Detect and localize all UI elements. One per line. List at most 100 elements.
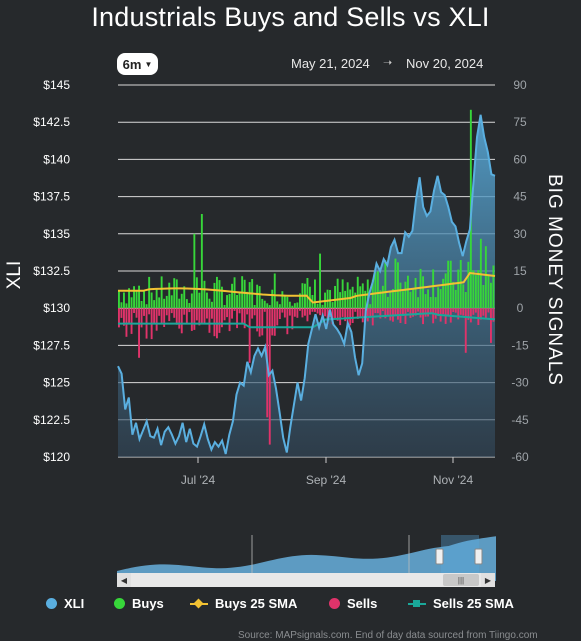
sell-bar [414, 308, 417, 316]
buy-bar [374, 272, 377, 309]
buy-bar [487, 275, 490, 309]
buy-bar [429, 297, 432, 309]
sell-bar [326, 308, 329, 325]
right-tick-label: 30 [513, 227, 527, 241]
sell-bar [180, 308, 183, 334]
buy-bar [376, 271, 379, 309]
buy-bar [118, 291, 120, 309]
legend-item-xli[interactable]: XLI [46, 596, 84, 611]
scroll-left-icon[interactable]: ◀ [117, 573, 131, 587]
x-tick-label: Jul '24 [181, 473, 216, 487]
buy-bar [123, 292, 125, 309]
range-dropdown-button[interactable]: 6m ▼ [117, 53, 158, 75]
sell-bar [268, 308, 271, 445]
buy-bar [170, 295, 173, 309]
buy-bar [354, 292, 357, 309]
sell-bar [490, 308, 492, 343]
buy-bar [457, 269, 460, 309]
buy-bar [168, 282, 171, 309]
sell-bar [384, 308, 387, 319]
buy-bar [183, 286, 186, 309]
buy-bar [175, 279, 178, 309]
sell-bar [198, 308, 201, 326]
sell-bar [190, 308, 193, 331]
sell-bar [168, 308, 171, 322]
buy-bar [381, 285, 384, 309]
sell-bar [311, 308, 314, 312]
main-chart[interactable]: $145 $142.5 $140 $137.5 $135 $132.5 $130 $127.5… [0, 0, 581, 500]
sell-bar [213, 308, 216, 337]
left-tick-label: $122.5 [33, 413, 70, 427]
buy-bar [434, 297, 437, 309]
sma-lines [118, 271, 496, 329]
arrow-right-icon: ➝ [383, 57, 393, 69]
buy-bar [474, 275, 477, 309]
buy-bar [223, 305, 226, 309]
start-date[interactable]: May 21, 2024 [291, 56, 370, 71]
sell-bar [412, 308, 414, 317]
sell-bar [140, 308, 143, 328]
legend-item-sells[interactable]: Sells [329, 596, 377, 611]
sell-bar [223, 308, 226, 321]
legend-item-buys-sma[interactable]: Buys 25 SMA [190, 596, 297, 611]
sell-bar [286, 308, 289, 335]
buy-bar [422, 276, 424, 309]
left-tick-label: $132.5 [33, 264, 70, 278]
sell-bar [462, 308, 465, 316]
buy-bar [263, 300, 266, 309]
left-tick-label: $135 [43, 227, 70, 241]
buy-bar [160, 276, 163, 309]
buy-bar [432, 269, 435, 309]
buy-bar [490, 282, 492, 309]
sell-bar [195, 308, 198, 321]
buy-bar [173, 278, 176, 309]
buy-bar [402, 291, 404, 309]
sell-bar [170, 308, 173, 314]
sell-bar [288, 308, 291, 316]
buy-bar [158, 297, 161, 309]
sell-bar [477, 308, 480, 325]
legend: XLI Buys Buys 25 SMA Sells Sells 25 SMA [0, 596, 581, 616]
sell-bar [208, 308, 211, 333]
buy-bar [130, 297, 133, 309]
sell-bar [454, 308, 457, 313]
scrollbar[interactable]: ◀ ||| ▶ [117, 573, 495, 587]
buy-bar [138, 285, 140, 309]
buy-bar [200, 214, 203, 309]
sell-bar [231, 308, 233, 319]
buy-bar [163, 298, 166, 309]
scroll-right-icon[interactable]: ▶ [481, 573, 495, 587]
buy-bar [228, 294, 231, 309]
sell-bar [165, 308, 168, 316]
legend-item-sells-sma[interactable]: Sells 25 SMA [408, 596, 514, 611]
buy-bar [125, 303, 128, 309]
buy-bar [221, 286, 223, 309]
navigator-handle-right[interactable] [474, 548, 483, 565]
buy-bar [248, 282, 251, 309]
buy-bar [226, 295, 228, 309]
buy-bar [193, 233, 196, 309]
buy-bar [356, 276, 359, 309]
sell-bar [233, 308, 236, 311]
buy-bar [253, 305, 256, 309]
sell-bar [138, 308, 140, 358]
square-line-icon [408, 598, 426, 609]
buy-bar [346, 282, 349, 309]
left-tick-label: $142.5 [33, 115, 70, 129]
navigator-handle-left[interactable] [435, 548, 444, 565]
right-tick-label: -15 [511, 338, 529, 352]
sell-bar [155, 308, 158, 331]
right-tick-label: 60 [513, 152, 527, 166]
buy-bar [155, 289, 158, 309]
legend-item-buys[interactable]: Buys [114, 596, 164, 611]
sell-bar [344, 308, 347, 322]
sell-bar [301, 308, 304, 318]
buy-bar [188, 303, 191, 309]
scrollbar-thumb[interactable]: ||| [443, 574, 479, 586]
sell-bar [148, 308, 151, 315]
buy-bar [261, 298, 264, 309]
end-date[interactable]: Nov 20, 2024 [406, 56, 484, 71]
left-tick-label: $130 [43, 301, 70, 315]
sell-bar [336, 308, 339, 321]
buy-bar [454, 289, 457, 309]
